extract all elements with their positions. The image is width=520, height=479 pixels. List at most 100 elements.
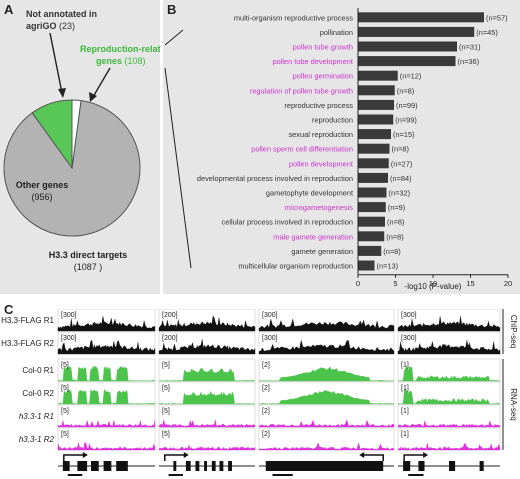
x-tick-label: 20 — [504, 279, 512, 288]
track-scale-label: [2] — [262, 431, 270, 438]
gene-exon — [62, 461, 70, 471]
reproduction-arrow — [92, 67, 111, 98]
track-cell — [397, 427, 501, 451]
not-annotated-count: (23) — [59, 21, 75, 31]
bar — [358, 56, 456, 67]
track-cell — [158, 404, 256, 428]
gene-exon — [265, 461, 384, 471]
gene-exon — [211, 461, 216, 471]
bar — [358, 260, 375, 271]
coverage-profile — [258, 442, 395, 451]
bar — [358, 172, 388, 183]
track-scale-label: [2] — [262, 362, 270, 369]
bar-category-label: multi-organism reproductive process — [234, 13, 353, 22]
strand-arrow — [403, 454, 425, 461]
bar-count-label: (n=9) — [388, 203, 405, 212]
gene-exon — [228, 461, 232, 471]
bar-count-label: (n=8) — [387, 218, 404, 227]
not-annotated-arrow — [49, 32, 63, 94]
bar — [358, 143, 390, 154]
track-scale-label: [300] — [61, 312, 77, 319]
bar — [358, 187, 387, 198]
coverage-profile — [397, 388, 501, 405]
reproduction-label-line2: genes (108) — [96, 56, 146, 66]
coverage-profile — [258, 366, 395, 382]
chip-seq-label: ChIP-seq — [509, 315, 518, 348]
amplicon-mark — [168, 474, 183, 476]
bar-category-label: gamete generation — [291, 247, 353, 256]
bar — [358, 85, 395, 96]
bar-category-label: sexual reproduction — [288, 130, 353, 139]
bar-count-label: (n=32) — [389, 189, 411, 198]
track-scale-label: [300] — [401, 335, 417, 342]
bar-count-label: (n=31) — [459, 43, 481, 52]
track-scale-label: [1] — [401, 362, 409, 369]
track-scale-label: [5] — [61, 408, 69, 415]
reproduction-count: (108) — [125, 56, 146, 66]
strand-arrow — [164, 454, 185, 461]
x-tick-label: 5 — [393, 279, 397, 288]
bar-count-label: (n=99) — [395, 116, 417, 125]
gene-exon — [204, 461, 207, 471]
track-cell — [57, 427, 156, 451]
bar-count-label: (n=12) — [400, 72, 422, 81]
coverage-profile — [397, 339, 501, 355]
coverage-profile — [158, 390, 256, 405]
bar-category-label: pollen tube growth — [293, 43, 353, 52]
bar-count-label: (n=8) — [383, 247, 400, 256]
gene-exon — [403, 461, 411, 471]
gene-exon — [173, 461, 177, 471]
strand-arrow — [363, 454, 384, 461]
bar-category-label: pollen development — [289, 159, 353, 168]
bar — [358, 26, 475, 37]
track-scale-label: [2] — [262, 408, 270, 415]
gene-exon — [90, 461, 99, 471]
x-axis-label: -log10 (P-value) — [405, 282, 462, 291]
bar-category-label: gametophyte development — [266, 189, 353, 198]
coverage-profile — [258, 318, 395, 332]
bar-count-label: (n=8) — [392, 145, 409, 154]
track-scale-label: [5] — [162, 385, 170, 392]
not-annotated-label-line1: Not annotated in — [26, 9, 97, 19]
x-tick-label: 10 — [429, 279, 437, 288]
track-scale-label: [5] — [61, 431, 69, 438]
track-label: H3.3-FLAG R1 — [1, 316, 54, 325]
track-scale-label: [300] — [401, 312, 417, 319]
x-tick-label: 15 — [466, 279, 474, 288]
bar-category-label: cellular process involved in reproductio… — [222, 218, 353, 227]
bar — [358, 70, 398, 81]
not-annotated-label-agrigo: agriGO — [26, 21, 57, 31]
bar-category-label: reproductive process — [284, 101, 353, 110]
track-label: Col-0 R2 — [22, 389, 54, 398]
coverage-profile — [57, 419, 156, 428]
coverage-profile — [158, 419, 256, 428]
pie-title-line1: H3.3 direct targets — [49, 250, 128, 260]
zoom-line-bottom — [164, 67, 192, 269]
coverage-profile — [397, 365, 501, 382]
strand-arrowhead — [423, 452, 429, 458]
x-tick-label: 0 — [356, 279, 360, 288]
not-annotated-arrowhead — [58, 88, 66, 98]
track-scale-label: [5] — [162, 431, 170, 438]
pie-title-line2: (1087 ) — [74, 262, 103, 272]
bar-category-label: pollen germination — [293, 72, 353, 81]
track-scale-label: [1] — [401, 385, 409, 392]
track-scale-label: [200] — [162, 335, 178, 342]
not-annotated-label-line2: agriGO (23) — [26, 21, 75, 31]
coverage-profile — [57, 339, 156, 355]
bar — [358, 245, 382, 256]
coverage-profile — [258, 419, 395, 428]
bar-category-label: pollination — [320, 28, 353, 37]
coverage-profile — [57, 442, 156, 451]
genome-browser: H3.3-FLAG R1 [300] [200] [300] [300] H3.3-FLA… — [1, 309, 518, 476]
bar-category-label: regulation of pollen tube growth — [250, 86, 353, 95]
coverage-profile — [158, 338, 256, 355]
strand-arrow — [63, 454, 84, 461]
bar — [358, 202, 386, 213]
bar-category-label: microgametogenesis — [285, 203, 353, 212]
gene-exon — [219, 461, 224, 471]
bar — [358, 158, 389, 169]
panel-a-letter: A — [4, 2, 14, 17]
bar-category-label: developmental process involved in reprod… — [197, 174, 353, 183]
other-genes-count: (956) — [31, 192, 52, 202]
